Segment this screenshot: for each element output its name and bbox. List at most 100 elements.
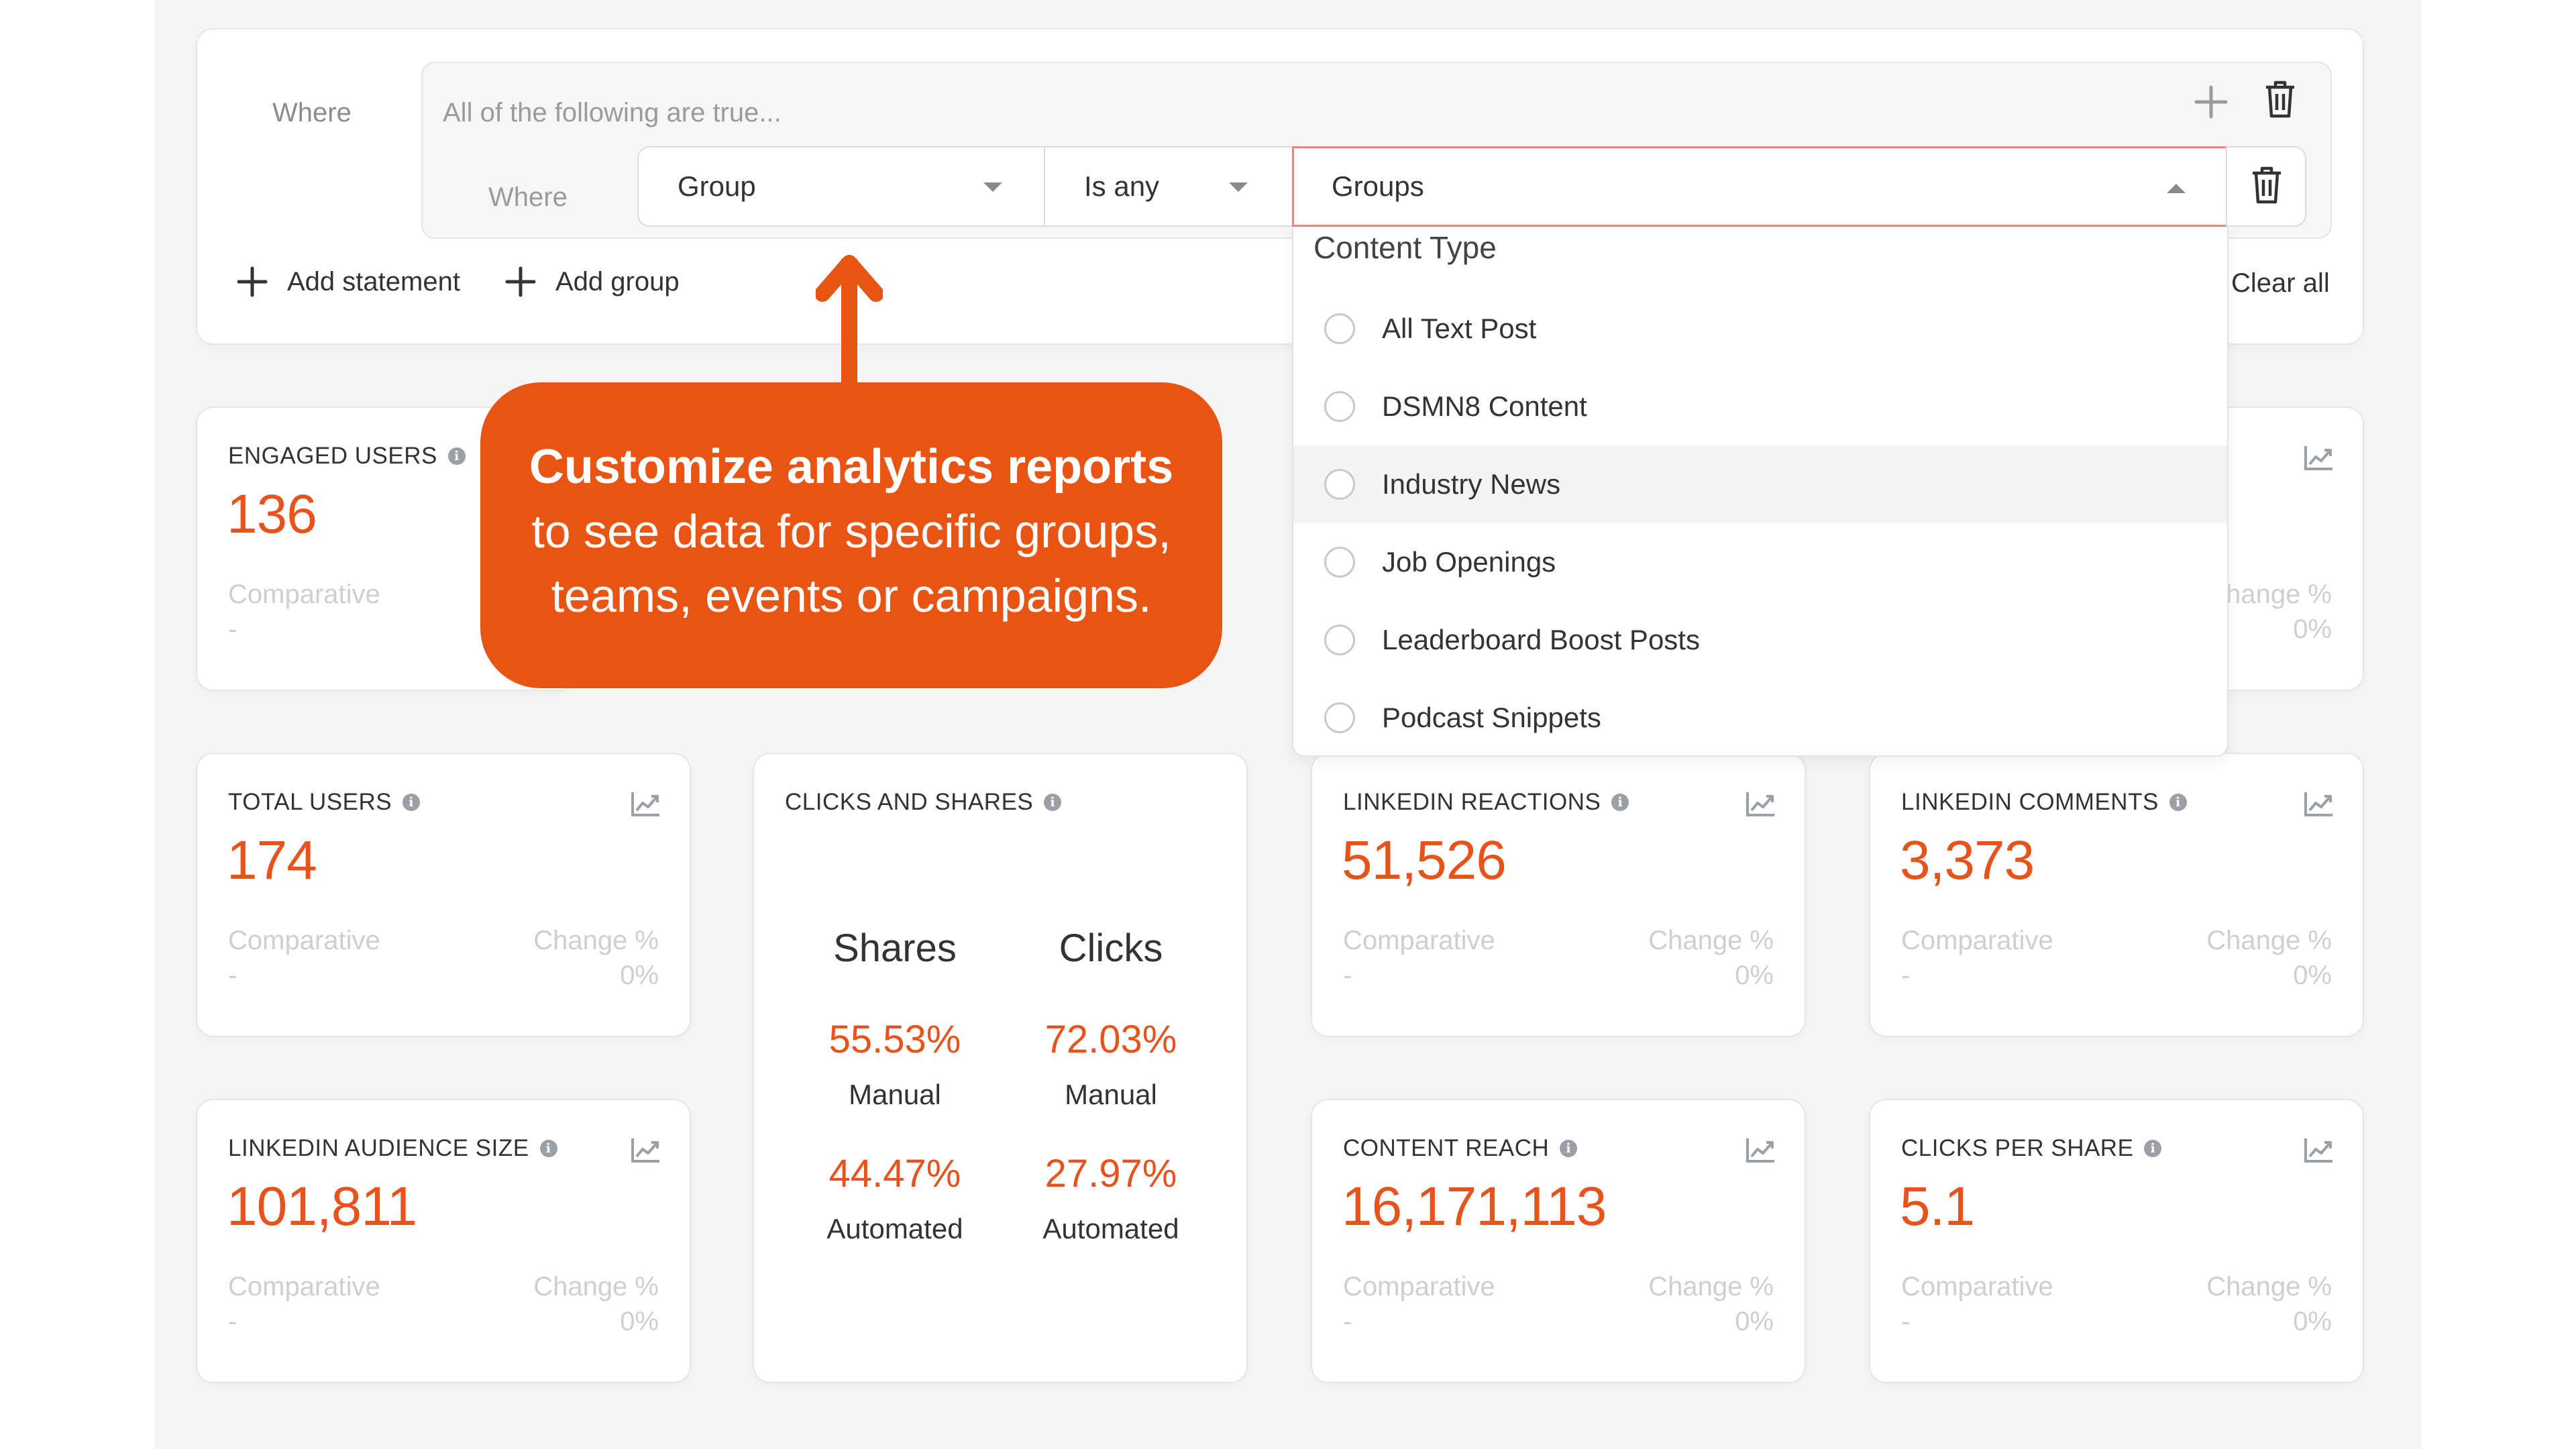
trend-chart-icon[interactable]	[631, 1136, 661, 1163]
dropdown-option[interactable]: DSMN8 Content	[1293, 368, 2227, 445]
add-group-label: Add group	[555, 266, 680, 297]
option-label: DSMN8 Content	[1382, 390, 1587, 422]
card-value: 3,373	[1900, 830, 2035, 891]
change-value: 0%	[2293, 1307, 2332, 1336]
change-value: 0%	[1735, 1307, 1774, 1336]
dropdown-section-title: Content Type	[1313, 230, 1497, 265]
radio-button[interactable]	[1324, 702, 1355, 733]
trend-chart-icon[interactable]	[631, 790, 661, 817]
card-label-text: CLICKS AND SHARES	[785, 789, 1034, 815]
info-icon[interactable]: i	[447, 447, 466, 465]
info-icon[interactable]: i	[1611, 794, 1629, 811]
card-value: 136	[227, 484, 317, 545]
card-label-text: CONTENT REACH	[1343, 1135, 1550, 1161]
operator-select[interactable]: Is any	[1044, 146, 1296, 227]
clicks-manual-label: Manual	[1065, 1079, 1157, 1110]
card-linkedin-comments: LINKEDIN COMMENTS i 3,373 Comparative - …	[1869, 753, 2364, 1037]
card-clicks-and-shares: CLICKS AND SHARES i Shares Clicks 55.53%…	[753, 753, 1248, 1383]
comparative-label: Comparative	[1901, 1272, 2053, 1301]
clicks-title: Clicks	[1059, 926, 1163, 970]
card-label: CLICKS AND SHARES i	[785, 789, 1062, 816]
trash-icon[interactable]	[2250, 165, 2284, 205]
change-label: Change %	[1648, 1272, 1774, 1301]
comparative-value: -	[1343, 1307, 1352, 1336]
radio-button[interactable]	[1324, 313, 1355, 344]
comparative-value: -	[228, 614, 237, 644]
dropdown-option[interactable]: Job Openings	[1293, 523, 2227, 601]
comparative-value: -	[228, 961, 237, 990]
info-icon[interactable]: i	[539, 1140, 557, 1157]
shares-auto-pct: 44.47%	[828, 1152, 961, 1195]
option-label: All Text Post	[1382, 313, 1537, 344]
change-label: Change %	[2206, 926, 2332, 955]
card-label-text: LINKEDIN AUDIENCE SIZE	[228, 1135, 529, 1161]
comparative-value: -	[1901, 1307, 1911, 1336]
chevron-down-icon	[1229, 182, 1248, 192]
card-value: 51,526	[1342, 830, 1507, 891]
card-label: CLICKS PER SHARE i	[1901, 1135, 2162, 1162]
trend-chart-icon[interactable]	[1746, 790, 1776, 817]
comparative-label: Comparative	[1343, 926, 1495, 955]
comparative-label: Comparative	[228, 926, 380, 955]
radio-button[interactable]	[1324, 391, 1355, 422]
option-label: Job Openings	[1382, 546, 1556, 578]
shares-auto-label: Automated	[826, 1213, 963, 1244]
dropdown-option[interactable]: Leaderboard Boost Posts	[1293, 601, 2227, 679]
plus-icon	[237, 266, 268, 297]
callout-body-line: teams, events or campaigns.	[551, 570, 1152, 622]
callout-body-line: to see data for specific groups,	[531, 505, 1171, 557]
dropdown-option[interactable]: Podcast Snippets	[1293, 679, 2227, 757]
radio-button[interactable]	[1324, 469, 1355, 500]
card-label-text: LINKEDIN COMMENTS	[1901, 789, 2159, 815]
trend-chart-icon[interactable]	[1746, 1136, 1776, 1163]
trend-chart-icon[interactable]	[2304, 790, 2334, 817]
dropdown-option[interactable]: All Text Post	[1293, 290, 2227, 368]
change-label: Change %	[2206, 1272, 2332, 1301]
trend-chart-icon[interactable]	[2304, 444, 2334, 471]
info-icon[interactable]: i	[2169, 794, 2187, 811]
callout-title: Customize analytics reports	[529, 440, 1174, 494]
radio-button[interactable]	[1324, 625, 1355, 655]
comparative-label: Comparative	[228, 1272, 380, 1301]
info-icon[interactable]: i	[402, 794, 421, 811]
comparative-label: Comparative	[1901, 926, 2053, 955]
card-label-text: CLICKS PER SHARE	[1901, 1135, 2134, 1161]
add-group-button[interactable]: Add group	[504, 266, 680, 298]
field-select[interactable]: Group	[637, 146, 1046, 227]
clear-all-button[interactable]: Clear all	[2231, 268, 2330, 298]
card-label: LINKEDIN REACTIONS i	[1343, 789, 1629, 816]
change-value: 0%	[2293, 961, 2332, 990]
trash-icon[interactable]	[2263, 79, 2297, 119]
delete-row-button[interactable]	[2226, 146, 2306, 227]
card-label-text: ENGAGED USERS	[228, 443, 437, 469]
change-value: 0%	[620, 961, 659, 990]
card-value: 101,811	[227, 1176, 417, 1237]
radio-button[interactable]	[1324, 547, 1355, 578]
callout-banner: Customize analytics reports to see data …	[480, 382, 1222, 688]
plus-icon[interactable]	[2192, 83, 2230, 121]
dropdown-option-hovered[interactable]: Industry News	[1293, 445, 2227, 523]
option-label: Podcast Snippets	[1382, 702, 1601, 733]
card-linkedin-audience-size: LINKEDIN AUDIENCE SIZE i 101,811 Compara…	[196, 1099, 691, 1383]
field-select-value: Group	[678, 170, 756, 202]
shares-manual-pct: 55.53%	[828, 1018, 961, 1061]
option-label: Leaderboard Boost Posts	[1382, 624, 1700, 655]
arrow-up-icon	[816, 255, 883, 385]
card-value: 174	[227, 830, 317, 891]
add-statement-button[interactable]: Add statement	[236, 266, 460, 298]
card-label: LINKEDIN COMMENTS i	[1901, 789, 2187, 816]
info-icon[interactable]: i	[1560, 1140, 1578, 1157]
info-icon[interactable]: i	[1044, 794, 1062, 811]
card-label: TOTAL USERS i	[228, 789, 421, 816]
card-label: ENGAGED USERS i	[228, 443, 466, 470]
trend-chart-icon[interactable]	[2304, 1136, 2334, 1163]
add-statement-label: Add statement	[287, 266, 460, 297]
clicks-manual-pct: 72.03%	[1044, 1018, 1177, 1061]
groups-dropdown-menu: Content Type All Text Post DSMN8 Content…	[1292, 227, 2229, 757]
info-icon[interactable]: i	[2144, 1140, 2162, 1157]
change-label: hange %	[2226, 580, 2332, 609]
change-label: Change %	[533, 926, 659, 955]
change-value: 0%	[1735, 961, 1774, 990]
value-select[interactable]: Groups	[1292, 146, 2229, 227]
card-label: LINKEDIN AUDIENCE SIZE i	[228, 1135, 557, 1162]
